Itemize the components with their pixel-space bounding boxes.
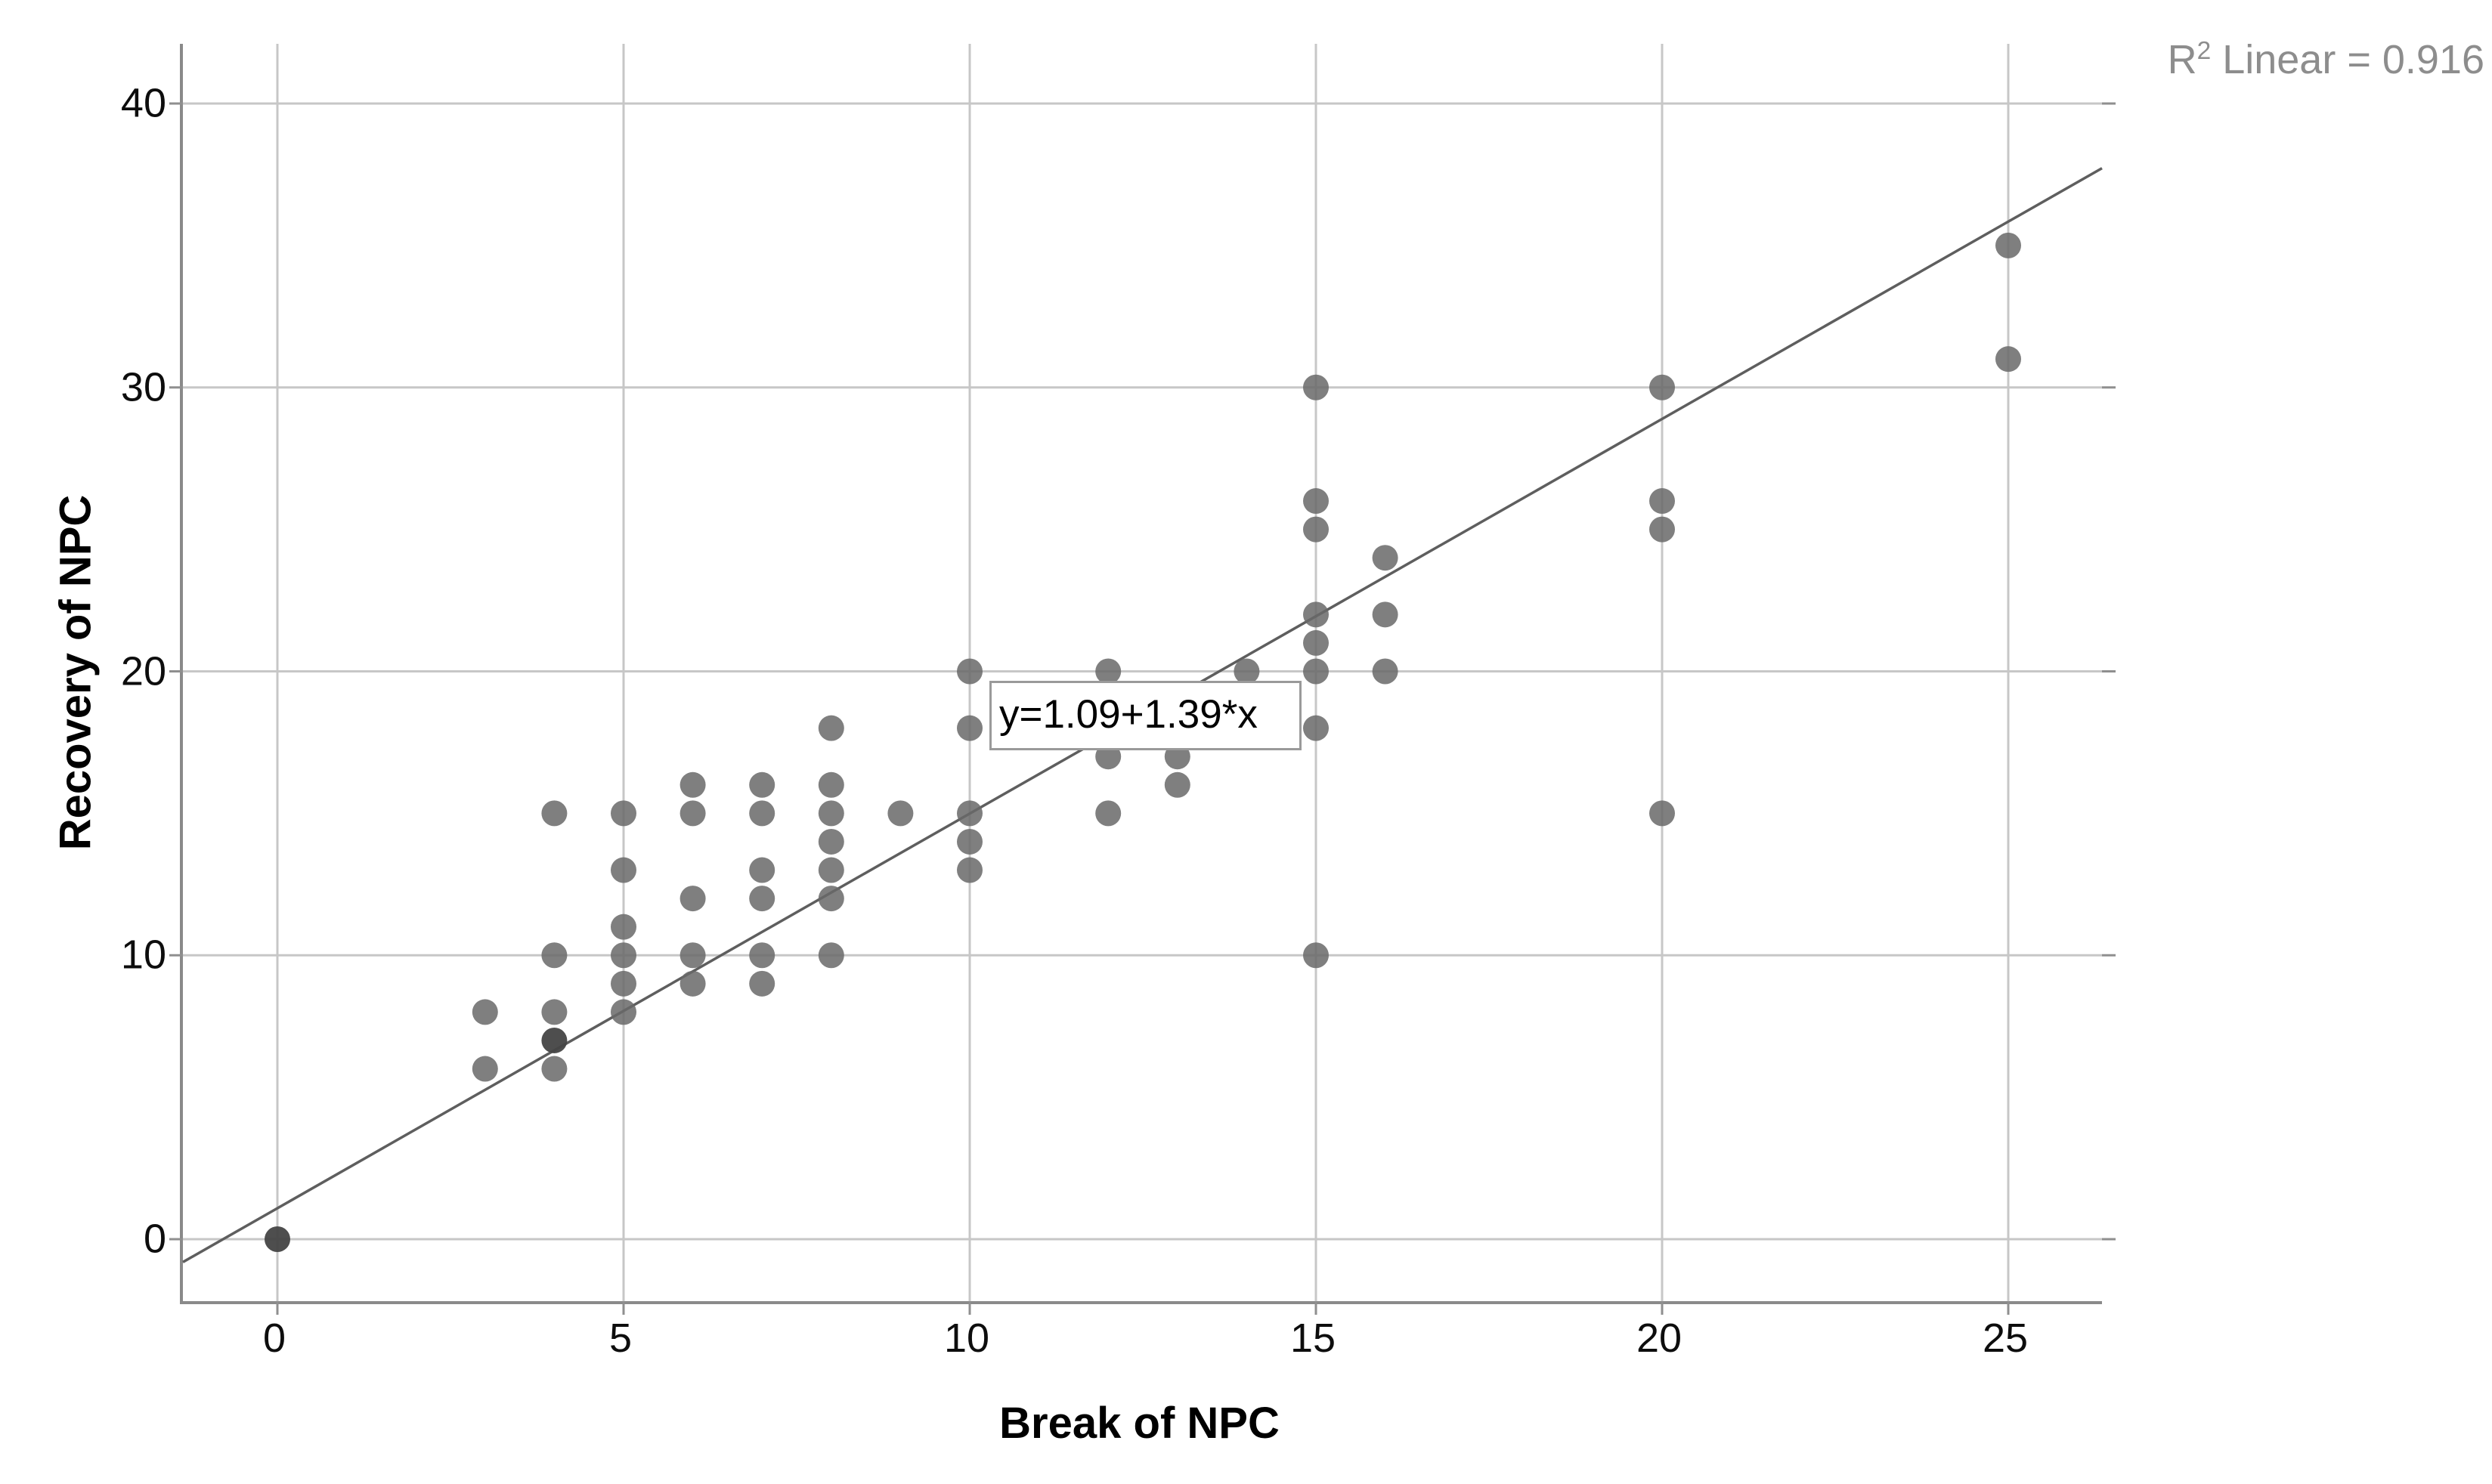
data-point[interactable] [749,942,775,969]
x-tick-label: 15 [1289,1316,1336,1361]
x-tick-label: 20 [1636,1316,1682,1361]
data-point[interactable] [749,800,775,827]
data-point[interactable] [957,857,983,883]
data-point[interactable] [611,914,636,940]
y-tick-label: 20 [120,648,166,694]
regression-equation-label[interactable]: y=1.09+1.39*x [989,681,1302,750]
data-point[interactable] [957,715,983,741]
data-point[interactable] [611,857,636,883]
data-point[interactable] [749,771,775,798]
data-point[interactable] [749,886,775,912]
data-point[interactable] [1649,488,1675,515]
data-point[interactable] [679,800,706,827]
r2-value-text: Linear = 0.916 [2211,37,2484,82]
data-point[interactable] [818,771,844,798]
y-tick-label: 30 [120,364,166,410]
data-point[interactable] [1303,942,1329,969]
data-point[interactable] [818,942,844,969]
r2-prefix: R [2167,37,2197,82]
data-point[interactable] [679,942,706,969]
data-point[interactable] [1303,516,1329,543]
data-point[interactable] [1649,374,1675,400]
data-point[interactable] [679,886,706,912]
data-point[interactable] [611,942,636,969]
data-point[interactable] [1372,658,1398,685]
data-point[interactable] [1372,601,1398,628]
data-point[interactable] [957,800,983,827]
data-point[interactable] [887,800,914,827]
y-tick-label: 10 [120,932,166,978]
data-point[interactable] [541,942,568,969]
data-point[interactable] [818,715,844,741]
r2-superscript: 2 [2196,37,2212,65]
data-point[interactable] [1303,488,1329,515]
data-point[interactable] [957,828,983,855]
data-point[interactable] [818,886,844,912]
plot-canvas [169,44,2116,1315]
data-point[interactable] [679,771,706,798]
y-tick-label: 0 [143,1216,166,1262]
data-point[interactable] [541,1027,568,1053]
data-point[interactable] [1095,800,1122,827]
data-point[interactable] [611,800,636,827]
data-point[interactable] [1234,658,1260,685]
data-point[interactable] [1649,516,1675,543]
r-squared-annotation: R2 Linear = 0.916 [2168,36,2484,83]
data-point[interactable] [1095,658,1122,685]
data-point[interactable] [265,1226,290,1252]
data-point[interactable] [1303,629,1329,656]
data-point[interactable] [1303,601,1329,628]
data-point[interactable] [1995,232,2021,258]
data-point[interactable] [1303,658,1329,685]
x-tick-label: 5 [608,1316,633,1361]
data-point[interactable] [818,857,844,883]
data-point[interactable] [818,800,844,827]
x-axis-title: Break of NPC [999,1399,1280,1448]
data-point[interactable] [1995,346,2021,373]
data-point[interactable] [611,970,636,997]
data-point[interactable] [541,999,568,1025]
x-tick-label: 25 [1982,1316,2029,1361]
data-point[interactable] [541,800,568,827]
x-tick-label: 0 [262,1316,286,1361]
data-point[interactable] [749,857,775,883]
y-tick-label: 40 [120,80,166,126]
data-point[interactable] [1372,545,1398,571]
data-point[interactable] [1649,800,1675,827]
data-point[interactable] [472,999,498,1025]
x-tick-label: 10 [943,1316,990,1361]
data-point[interactable] [611,999,636,1025]
data-point[interactable] [679,970,706,997]
data-point[interactable] [818,828,844,855]
data-point[interactable] [749,970,775,997]
data-point[interactable] [957,658,983,685]
data-point[interactable] [472,1056,498,1082]
data-point[interactable] [1164,771,1190,798]
data-point[interactable] [1303,374,1329,400]
data-point[interactable] [541,1056,568,1082]
plot-area: y=1.09+1.39*x [169,44,2116,1315]
data-point[interactable] [1303,715,1329,741]
